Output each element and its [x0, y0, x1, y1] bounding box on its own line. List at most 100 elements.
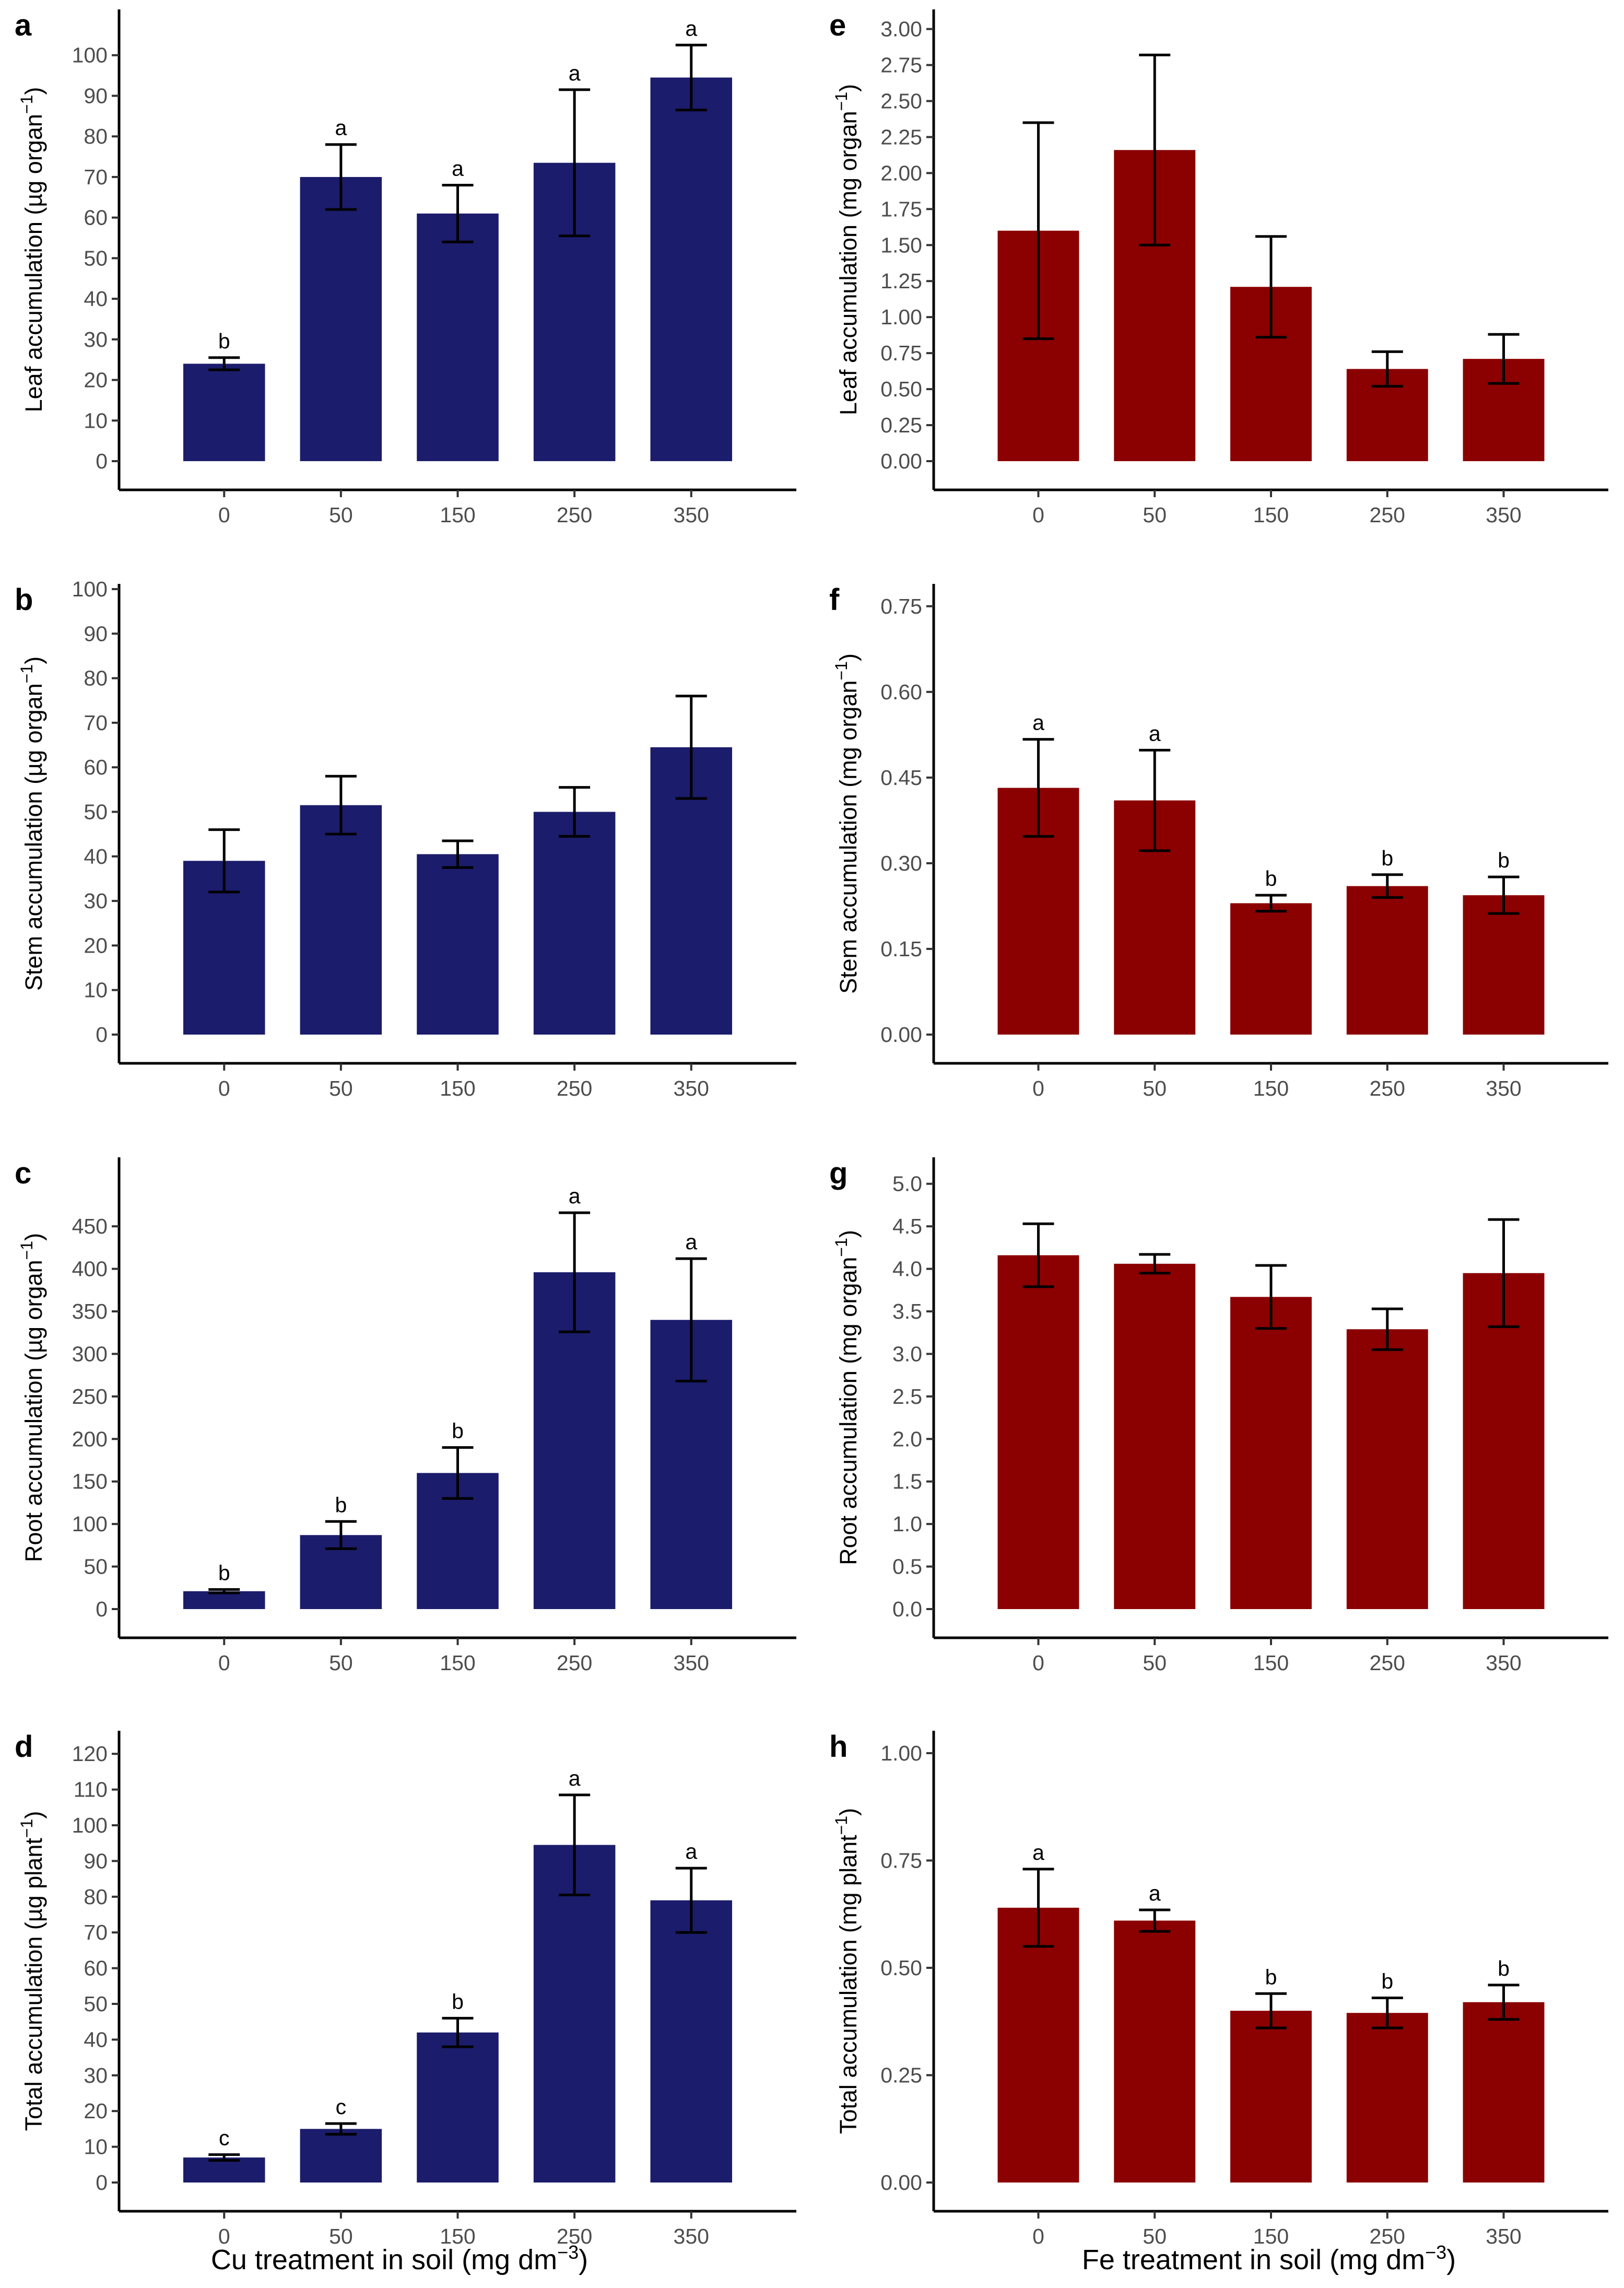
significance-letter: c	[219, 2126, 230, 2150]
x-tick-label: 350	[674, 2224, 709, 2248]
x-tick-label: 250	[1370, 1651, 1405, 1675]
panel-f: f 0.00 0.15 0.30 0.45 0.60 0.75 0 a 50 a 150 b 250 b 35…	[829, 583, 1608, 1100]
bar	[300, 2129, 382, 2183]
bar	[1346, 886, 1428, 1035]
y-tick-label: 0.25	[880, 2063, 922, 2087]
y-tick-label: 2.5	[892, 1384, 922, 1409]
y-tick-label: 10	[84, 408, 108, 432]
bar	[997, 1907, 1079, 2183]
bar	[650, 1900, 733, 2183]
x-tick-label: 150	[1253, 1076, 1289, 1100]
y-tick-label: 10	[84, 2135, 108, 2159]
x-tick-label: 250	[1370, 2224, 1405, 2248]
x-tick-label: 350	[1486, 503, 1521, 527]
bar	[300, 177, 382, 462]
x-tick-label: 350	[674, 503, 709, 527]
y-tick-label: 30	[84, 889, 108, 913]
bar	[533, 812, 616, 1035]
y-tick-label: 4.0	[892, 1257, 922, 1281]
panel-a: a 0 10 20 30 40 50 60 70 80 90 100 0 b 50 a 150 a 250 a 350 a…	[15, 8, 796, 527]
y-tick-label: 1.00	[880, 305, 922, 329]
panel-e: e 0.00 0.25 0.50 0.75 1.00 1.25 1.50 1.75 2.00 2.2…	[829, 8, 1608, 527]
y-tick-label: 0.25	[880, 413, 922, 437]
significance-letter: a	[685, 16, 697, 40]
bar	[1463, 2002, 1545, 2183]
x-tick-label: 0	[218, 1076, 230, 1100]
y-tick-label: 2.75	[880, 53, 922, 77]
y-tick-label: 3.5	[892, 1299, 922, 1323]
x-tick-label: 350	[1486, 2224, 1521, 2248]
y-axis-title: Stem accumulation (µg organ−1)	[17, 656, 47, 991]
significance-letter: b	[218, 329, 230, 353]
y-axis-title: Root accumulation (mg organ−1)	[832, 1230, 862, 1565]
y-tick-label: 0.5	[892, 1555, 922, 1579]
y-axis-title: Leaf accumulation (mg organ−1)	[832, 84, 862, 415]
x-tick-label: 50	[329, 2224, 353, 2248]
y-tick-label: 90	[84, 621, 108, 646]
y-tick-label: 50	[84, 800, 108, 824]
significance-letter: c	[336, 2095, 347, 2119]
y-tick-label: 50	[84, 1992, 108, 2016]
y-tick-label: 40	[84, 287, 108, 311]
x-tick-label: 0	[1032, 1651, 1044, 1675]
y-tick-label: 0.50	[880, 1956, 922, 1980]
bar	[300, 805, 382, 1035]
y-tick-label: 50	[84, 246, 108, 270]
y-tick-label: 0	[96, 2170, 108, 2195]
panel-letter: c	[15, 1156, 31, 1190]
y-tick-label: 0.00	[880, 2170, 922, 2195]
y-axis-title: Total accumulation (mg plant−1)	[832, 1808, 862, 2134]
x-tick-label: 250	[557, 2224, 592, 2248]
significance-letter: a	[569, 1184, 581, 1208]
panel-b: b 0 10 20 30 40 50 60 70 80 90 100 0 50 150 250 350 Stem …	[15, 577, 796, 1100]
y-tick-label: 1.00	[880, 1741, 922, 1765]
x-tick-label: 150	[440, 1651, 475, 1675]
y-tick-label: 40	[84, 844, 108, 869]
significance-letter: b	[1265, 1965, 1277, 1989]
bar	[533, 1845, 616, 2183]
significance-letter: b	[452, 1989, 464, 2013]
y-tick-label: 250	[72, 1384, 108, 1409]
y-tick-label: 30	[84, 2063, 108, 2087]
panel-letter: a	[15, 8, 32, 42]
x-tick-label: 0	[218, 1651, 230, 1675]
y-tick-label: 0.00	[880, 1023, 922, 1047]
panel-letter: e	[829, 8, 846, 42]
significance-letter: b	[218, 1561, 230, 1585]
y-tick-label: 0.15	[880, 937, 922, 961]
y-tick-label: 90	[84, 1849, 108, 1873]
bar	[417, 213, 499, 461]
bar	[417, 2032, 499, 2183]
y-tick-label: 120	[72, 1742, 108, 1766]
significance-letter: a	[685, 1230, 697, 1254]
y-tick-label: 2.00	[880, 161, 922, 185]
y-tick-label: 1.50	[880, 233, 922, 257]
x-tick-label: 50	[329, 1651, 353, 1675]
x-axis-title-cu: Cu treatment in soil (mg dm−3)	[211, 2242, 588, 2275]
panel-letter: h	[829, 1730, 848, 1764]
y-tick-label: 20	[84, 368, 108, 392]
y-tick-label: 30	[84, 327, 108, 351]
significance-letter: b	[1498, 1956, 1510, 1980]
y-tick-label: 5.0	[892, 1172, 922, 1196]
significance-letter: b	[1265, 866, 1277, 890]
y-tick-label: 0.50	[880, 377, 922, 401]
significance-letter: a	[1149, 721, 1161, 745]
bar	[1463, 1273, 1545, 1609]
y-tick-label: 100	[72, 1512, 108, 1536]
y-tick-label: 200	[72, 1427, 108, 1451]
significance-letter: a	[685, 1839, 697, 1863]
y-tick-label: 20	[84, 933, 108, 957]
significance-letter: a	[569, 61, 581, 85]
y-tick-label: 0	[96, 449, 108, 473]
y-tick-label: 4.5	[892, 1214, 922, 1238]
y-tick-label: 3.00	[880, 17, 922, 41]
significance-letter: b	[1498, 848, 1510, 872]
y-tick-label: 0.45	[880, 766, 922, 790]
y-tick-label: 50	[84, 1555, 108, 1579]
significance-letter: b	[1381, 1969, 1393, 1993]
bar	[650, 77, 733, 461]
significance-letter: a	[1032, 711, 1044, 735]
x-tick-label: 250	[1370, 1076, 1405, 1100]
